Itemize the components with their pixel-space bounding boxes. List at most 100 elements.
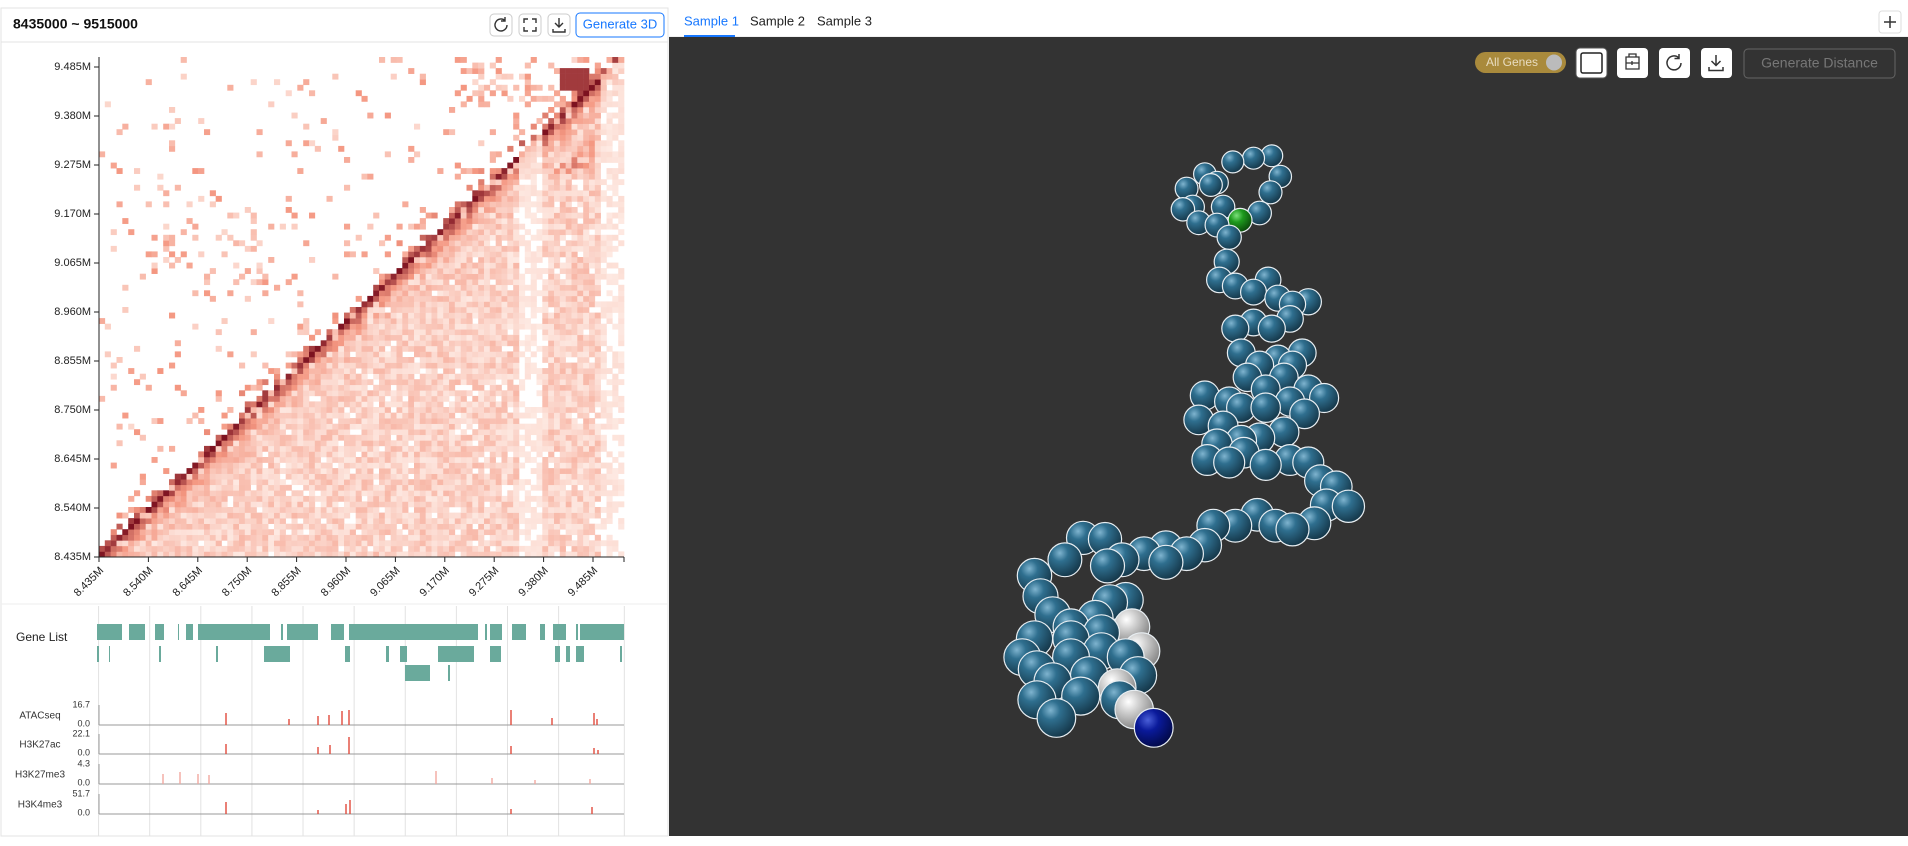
heatmap-cell bbox=[571, 184, 578, 191]
heatmap-cell bbox=[542, 523, 549, 530]
heatmap-cell bbox=[419, 473, 426, 480]
reset-view-button[interactable] bbox=[1617, 48, 1648, 78]
range-title: 8435000 ~ 9515000 bbox=[13, 16, 138, 32]
all-genes-toggle[interactable]: All Genes bbox=[1475, 52, 1566, 73]
heatmap-cell bbox=[384, 429, 391, 436]
heatmap-cell bbox=[571, 279, 578, 286]
heatmap-cell bbox=[454, 257, 461, 263]
heatmap-cell bbox=[303, 418, 310, 424]
heatmap-cell bbox=[390, 457, 397, 463]
fullscreen-button[interactable] bbox=[518, 13, 542, 37]
heatmap-cell bbox=[431, 412, 438, 419]
heatmap-cell bbox=[157, 551, 164, 558]
heatmap-cell bbox=[221, 251, 228, 258]
heatmap-cell bbox=[425, 362, 432, 369]
heatmap-cell bbox=[151, 534, 158, 541]
heatmap-cell bbox=[349, 445, 356, 452]
heatmap-cell bbox=[227, 540, 234, 547]
heatmap-cell bbox=[460, 68, 467, 74]
heatmap-cell bbox=[571, 212, 578, 219]
heatmap-cell bbox=[583, 84, 590, 91]
heatmap-cell bbox=[151, 268, 158, 274]
heatmap-cell bbox=[221, 468, 228, 474]
generate-3d-button[interactable]: Generate 3D bbox=[575, 12, 665, 38]
heatmap-cell bbox=[536, 495, 543, 502]
heatmap-cell bbox=[460, 279, 467, 286]
tab[interactable]: Sample 3 bbox=[817, 13, 872, 28]
heatmap-cell bbox=[472, 195, 479, 202]
heatmap-cell bbox=[565, 107, 572, 113]
heatmap-cell bbox=[367, 351, 374, 358]
heatmap-cell bbox=[110, 362, 117, 369]
heatmap-cell bbox=[268, 468, 275, 474]
heatmap-cell bbox=[600, 245, 607, 252]
heatmap-cell bbox=[390, 279, 397, 286]
heatmap-cell bbox=[501, 340, 508, 347]
heatmap-cell bbox=[367, 523, 374, 530]
heatmap-cell bbox=[606, 95, 613, 102]
refresh-button[interactable] bbox=[489, 13, 513, 37]
tab[interactable]: Sample 2 bbox=[750, 13, 805, 28]
heatmap-cell bbox=[256, 523, 263, 530]
heatmap-cell bbox=[239, 523, 246, 530]
heatmap-cell bbox=[618, 407, 625, 413]
heatmap-cell bbox=[349, 312, 356, 319]
heatmap-cell bbox=[449, 334, 456, 341]
heatmap-cell bbox=[332, 545, 339, 552]
heatmap-cell bbox=[577, 262, 584, 269]
heatmap-cell bbox=[279, 468, 286, 474]
heatmap-cell bbox=[431, 501, 438, 508]
heatmap-cell bbox=[192, 501, 199, 508]
heatmap-cell bbox=[554, 162, 561, 169]
heatmap-cell bbox=[472, 290, 479, 297]
heatmap-cell bbox=[530, 312, 537, 319]
heatmap-cell bbox=[443, 284, 450, 291]
heatmap-cell bbox=[460, 484, 467, 491]
heatmap-cell bbox=[419, 418, 426, 424]
heatmap-cell bbox=[437, 268, 444, 274]
heatmap-cell bbox=[501, 207, 508, 213]
heatmap-cell bbox=[606, 312, 613, 319]
heatmap-cell bbox=[466, 523, 473, 530]
heatmap-cell bbox=[408, 457, 415, 463]
heatmap-cell bbox=[612, 223, 619, 230]
heatmap-cell bbox=[559, 179, 566, 186]
download-button[interactable] bbox=[547, 13, 571, 37]
heatmap-cell bbox=[600, 257, 607, 263]
heatmap-cell bbox=[367, 418, 374, 424]
add-tab-button[interactable] bbox=[1878, 10, 1902, 34]
heatmap-cell bbox=[536, 429, 543, 436]
heatmap-cell bbox=[139, 434, 146, 441]
heatmap-cell bbox=[577, 140, 584, 147]
heatmap-cell bbox=[618, 295, 625, 302]
heatmap-cell bbox=[548, 451, 555, 458]
heatmap-cell bbox=[355, 390, 362, 397]
heatmap-cell bbox=[256, 395, 263, 402]
heatmap-cell bbox=[507, 490, 514, 497]
generate-distance-button[interactable]: Generate Distance bbox=[1743, 48, 1896, 79]
refresh-3d-button[interactable] bbox=[1659, 48, 1690, 78]
tab[interactable]: Sample 1 bbox=[684, 13, 739, 28]
heatmap-cell bbox=[542, 234, 549, 241]
heatmap-cell bbox=[297, 473, 304, 480]
heatmap-cell bbox=[402, 362, 409, 369]
color-button[interactable] bbox=[1575, 47, 1608, 79]
heatmap-cell bbox=[396, 534, 403, 541]
heatmap-cell bbox=[577, 357, 584, 363]
heatmap-cell bbox=[274, 434, 281, 441]
heatmap-cell bbox=[454, 162, 461, 169]
heatmap-cell bbox=[367, 301, 374, 308]
heatmap-cell bbox=[419, 468, 426, 474]
heatmap-cell bbox=[484, 368, 491, 374]
heatmap-cell bbox=[548, 190, 555, 197]
heatmap-cell bbox=[577, 440, 584, 447]
heatmap-cell bbox=[250, 212, 257, 219]
heatmap-cell bbox=[425, 418, 432, 424]
heatmap-cell bbox=[344, 223, 351, 230]
track-name: ATACseq bbox=[19, 711, 60, 722]
heatmap-cell bbox=[291, 490, 298, 497]
heatmap-cell bbox=[384, 545, 391, 552]
heatmap-cell bbox=[314, 512, 321, 519]
heatmap-cell bbox=[507, 218, 514, 224]
download-3d-button[interactable] bbox=[1701, 48, 1732, 78]
